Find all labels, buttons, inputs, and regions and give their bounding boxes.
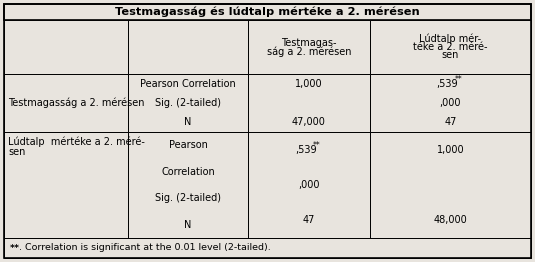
Text: Testmagasság a 2. mérésen: Testmagasság a 2. mérésen xyxy=(8,98,144,108)
Text: **: ** xyxy=(455,75,462,84)
Text: Sig. (2-tailed): Sig. (2-tailed) xyxy=(155,98,221,108)
Bar xyxy=(4,132,128,238)
Bar xyxy=(248,74,370,132)
Text: 47: 47 xyxy=(444,117,457,127)
Bar xyxy=(4,238,531,258)
Text: Lúdtalp  mértéke a 2. méré-: Lúdtalp mértéke a 2. méré- xyxy=(8,137,145,147)
Text: **: ** xyxy=(10,243,20,253)
Text: Correlation: Correlation xyxy=(161,167,215,177)
Text: ,000: ,000 xyxy=(298,180,320,190)
Text: ,539: ,539 xyxy=(437,79,458,89)
Bar xyxy=(4,74,128,132)
Bar xyxy=(4,20,128,74)
Bar xyxy=(128,132,248,238)
Text: sen: sen xyxy=(8,147,25,157)
Text: 47,000: 47,000 xyxy=(292,117,326,127)
Text: ,539: ,539 xyxy=(295,145,317,155)
Text: ,000: ,000 xyxy=(440,98,461,108)
Text: Testmagas-: Testmagas- xyxy=(281,38,337,48)
Bar xyxy=(248,20,370,74)
Text: Pearson: Pearson xyxy=(169,140,208,150)
Bar xyxy=(128,74,248,132)
Bar xyxy=(4,4,531,20)
Bar xyxy=(370,74,531,132)
Text: Lúdtalp mér-: Lúdtalp mér- xyxy=(419,34,482,44)
Text: N: N xyxy=(185,220,192,230)
Text: N: N xyxy=(185,117,192,127)
Text: . Correlation is significant at the 0.01 level (2-tailed).: . Correlation is significant at the 0.01… xyxy=(19,243,271,253)
Text: Pearson Correlation: Pearson Correlation xyxy=(140,79,236,89)
Bar xyxy=(370,132,531,238)
Bar xyxy=(248,132,370,238)
Bar xyxy=(370,20,531,74)
Text: 1,000: 1,000 xyxy=(295,79,323,89)
Text: sen: sen xyxy=(442,50,459,60)
Text: ság a 2. mérésen: ság a 2. mérésen xyxy=(267,47,351,57)
Text: Testmagasság és lúdtalp mértéke a 2. mérésen: Testmagasság és lúdtalp mértéke a 2. mér… xyxy=(115,7,420,17)
Text: Sig. (2-tailed): Sig. (2-tailed) xyxy=(155,193,221,203)
Text: 48,000: 48,000 xyxy=(434,215,468,225)
Text: 1,000: 1,000 xyxy=(437,145,464,155)
Text: **: ** xyxy=(313,141,321,150)
Text: 47: 47 xyxy=(303,215,315,225)
Text: téke a 2. méré-: téke a 2. méré- xyxy=(413,42,488,52)
Bar xyxy=(128,20,248,74)
